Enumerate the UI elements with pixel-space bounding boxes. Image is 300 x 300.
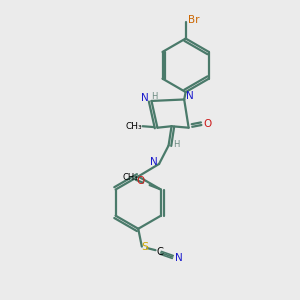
Text: CH₃: CH₃ — [123, 172, 138, 182]
Text: N: N — [141, 93, 149, 103]
Text: O: O — [136, 176, 145, 186]
Text: C: C — [156, 247, 163, 257]
Text: O: O — [204, 118, 212, 128]
Text: H: H — [173, 140, 179, 148]
Text: N: N — [176, 254, 183, 263]
Text: N: N — [186, 91, 194, 101]
Text: N: N — [150, 158, 158, 167]
Text: Br: Br — [188, 15, 200, 25]
Text: H: H — [151, 92, 157, 101]
Text: S: S — [141, 242, 148, 253]
Text: CH₃: CH₃ — [125, 122, 142, 131]
